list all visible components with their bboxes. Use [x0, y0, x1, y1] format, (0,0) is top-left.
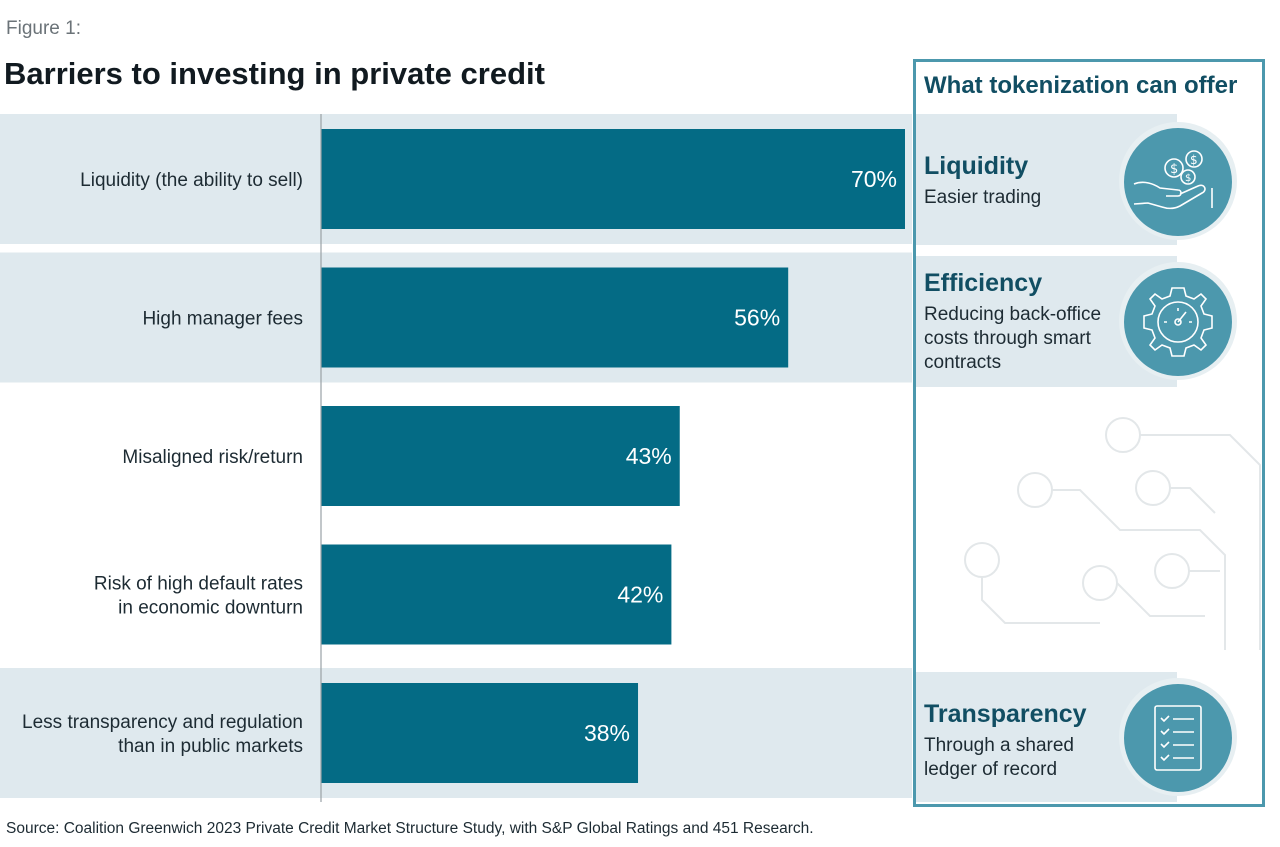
bar [321, 544, 672, 645]
benefit-heading-efficiency: Efficiency [924, 269, 1043, 297]
network-decoration [964, 417, 1261, 650]
benefit-desc-efficiency: Reducing back-office costs through smart… [924, 304, 1102, 373]
bar [321, 683, 639, 783]
benefit-heading-liquidity: Liquidity [924, 152, 1029, 180]
svg-text:$: $ [1190, 153, 1198, 167]
category-label: Risk of high default rates [94, 574, 303, 595]
tokenization-panel [913, 59, 1265, 807]
chart-title: Barriers to investing in private credit [4, 56, 545, 91]
figure-label: Figure 1: [6, 18, 81, 39]
bar [321, 267, 789, 368]
value-label: 43% [626, 443, 672, 469]
value-label: 42% [617, 582, 663, 608]
gear-gauge-icon [1124, 268, 1232, 376]
category-label: in economic downturn [118, 598, 303, 619]
category-label: Liquidity (the ability to sell) [80, 170, 303, 191]
svg-text:$: $ [1185, 173, 1191, 184]
benefit-desc-transparency: Through a shared ledger of record [924, 735, 1074, 780]
value-label: 70% [851, 166, 897, 192]
source-note: Source: Coalition Greenwich 2023 Private… [6, 820, 814, 837]
category-label: Misaligned risk/return [122, 447, 303, 468]
hand-coins-icon: $ $ $ [1124, 128, 1232, 236]
category-label: Less transparency and regulation [22, 712, 303, 733]
checklist-icon [1124, 684, 1232, 792]
category-label: High manager fees [142, 309, 303, 330]
panel-title: What tokenization can offer [924, 72, 1238, 99]
svg-text:$: $ [1170, 162, 1178, 177]
value-label: 56% [734, 305, 780, 331]
category-label: than in public markets [118, 736, 303, 757]
benefit-heading-transparency: Transparency [924, 700, 1087, 728]
bar-chart: 70% Liquidity (the ability to sell) 56% Hig… [0, 114, 912, 802]
bar [321, 129, 905, 229]
value-label: 38% [584, 720, 630, 746]
bar [321, 406, 680, 506]
benefit-desc-liquidity: Easier trading [924, 187, 1042, 208]
